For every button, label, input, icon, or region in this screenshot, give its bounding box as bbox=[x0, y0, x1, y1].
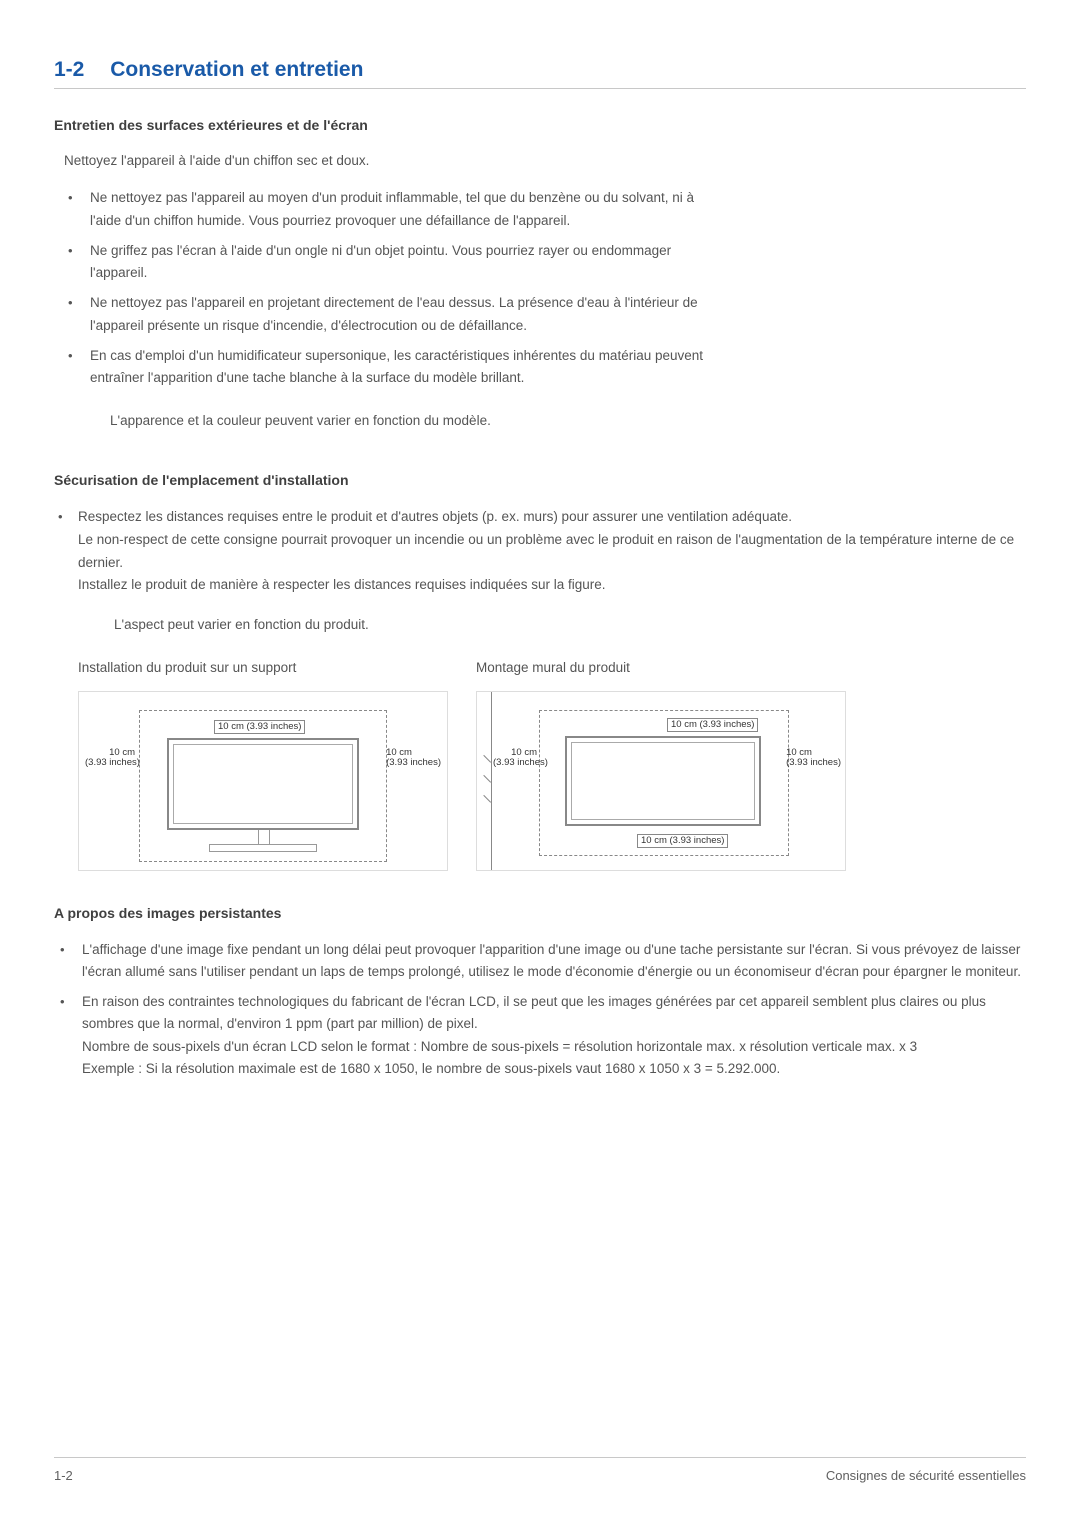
bullet-line: En raison des contraintes technologiques… bbox=[82, 991, 1026, 1036]
subheading-securisation: Sécurisation de l'emplacement d'installa… bbox=[54, 472, 1026, 488]
list-item: L'affichage d'une image fixe pendant un … bbox=[56, 939, 1026, 984]
list-item: En cas d'emploi d'un humidificateur supe… bbox=[64, 345, 704, 390]
note-appearance: L'apparence et la couleur peuvent varier… bbox=[110, 411, 1026, 431]
label-left-clearance: 10 cm (3.93 inches) bbox=[85, 748, 135, 768]
intro-text: Nettoyez l'appareil à l'aide d'un chiffo… bbox=[64, 151, 1026, 171]
section-images-persistantes: A propos des images persistantes L'affic… bbox=[54, 905, 1026, 1081]
bullet-line: Installez le produit de manière à respec… bbox=[78, 574, 1026, 597]
bullet-line: Nombre de sous-pixels d'un écran LCD sel… bbox=[82, 1036, 1026, 1058]
subheading-entretien: Entretien des surfaces extérieures et de… bbox=[54, 117, 1026, 133]
label-right-clearance: 10 cm (3.93 inches) bbox=[386, 748, 441, 768]
note-aspect: L'aspect peut varier en fonction du prod… bbox=[114, 615, 1026, 635]
subheading-images: A propos des images persistantes bbox=[54, 905, 1026, 921]
label-left-clearance: 10 cm (3.93 inches) bbox=[493, 748, 537, 768]
monitor-screen bbox=[571, 742, 755, 820]
page-footer: 1-2 Consignes de sécurité essentielles bbox=[54, 1457, 1026, 1483]
stand-base bbox=[209, 844, 317, 852]
diagram-stand: Installation du produit sur un support 1… bbox=[78, 660, 448, 871]
wall-line bbox=[491, 692, 492, 870]
bullet-list-entretien: Ne nettoyez pas l'appareil au moyen d'un… bbox=[64, 187, 704, 389]
section-entretien: Entretien des surfaces extérieures et de… bbox=[54, 117, 1026, 432]
bullet-line: Exemple : Si la résolution maximale est … bbox=[82, 1058, 1026, 1080]
diagram-stand-title: Installation du produit sur un support bbox=[78, 660, 448, 675]
label-right-clearance: 10 cm (3.93 inches) bbox=[786, 748, 841, 768]
bullet-line: Respectez les distances requises entre l… bbox=[78, 506, 1026, 529]
stand-neck bbox=[258, 830, 270, 844]
footer-section-name: Consignes de sécurité essentielles bbox=[826, 1468, 1026, 1483]
diagram-wall: Montage mural du produit 10 cm (3.93 inc… bbox=[476, 660, 846, 871]
label-top-clearance: 10 cm (3.93 inches) bbox=[214, 720, 305, 734]
monitor-icon bbox=[565, 736, 761, 826]
list-item: En raison des contraintes technologiques… bbox=[56, 991, 1026, 1080]
label-top-clearance: 10 cm (3.93 inches) bbox=[667, 718, 758, 732]
list-item: Ne nettoyez pas l'appareil en projetant … bbox=[64, 292, 704, 337]
monitor-icon bbox=[167, 738, 359, 830]
diagram-stand-box: 10 cm (3.93 inches) 10 cm (3.93 inches) … bbox=[78, 691, 448, 871]
label-bottom-clearance: 10 cm (3.93 inches) bbox=[637, 834, 728, 848]
list-item: Respectez les distances requises entre l… bbox=[54, 506, 1026, 598]
wall-hatch bbox=[477, 795, 491, 809]
page-content: 1-2 Conservation et entretien Entretien … bbox=[0, 0, 1080, 1080]
diagram-wall-box: 10 cm (3.93 inches) 10 cm (3.93 inches) … bbox=[476, 691, 846, 871]
wall-hatch bbox=[477, 755, 491, 769]
diagrams-row: Installation du produit sur un support 1… bbox=[78, 660, 1026, 871]
list-item: Ne nettoyez pas l'appareil au moyen d'un… bbox=[64, 187, 704, 232]
monitor-screen bbox=[173, 744, 353, 824]
section-title: Conservation et entretien bbox=[110, 58, 363, 81]
section-number: 1-2 bbox=[54, 58, 84, 81]
bullet-list-images: L'affichage d'une image fixe pendant un … bbox=[56, 939, 1026, 1081]
section-heading: 1-2 Conservation et entretien bbox=[54, 58, 1026, 89]
section-securisation: Sécurisation de l'emplacement d'installa… bbox=[54, 472, 1026, 871]
wall-hatch bbox=[477, 775, 491, 789]
bullet-line: L'affichage d'une image fixe pendant un … bbox=[82, 939, 1026, 984]
bullet-line: Le non-respect de cette consigne pourrai… bbox=[78, 529, 1026, 575]
bullet-list-securisation: Respectez les distances requises entre l… bbox=[54, 506, 1026, 598]
list-item: Ne griffez pas l'écran à l'aide d'un ong… bbox=[64, 240, 704, 285]
diagram-wall-title: Montage mural du produit bbox=[476, 660, 846, 675]
footer-page-number: 1-2 bbox=[54, 1468, 73, 1483]
